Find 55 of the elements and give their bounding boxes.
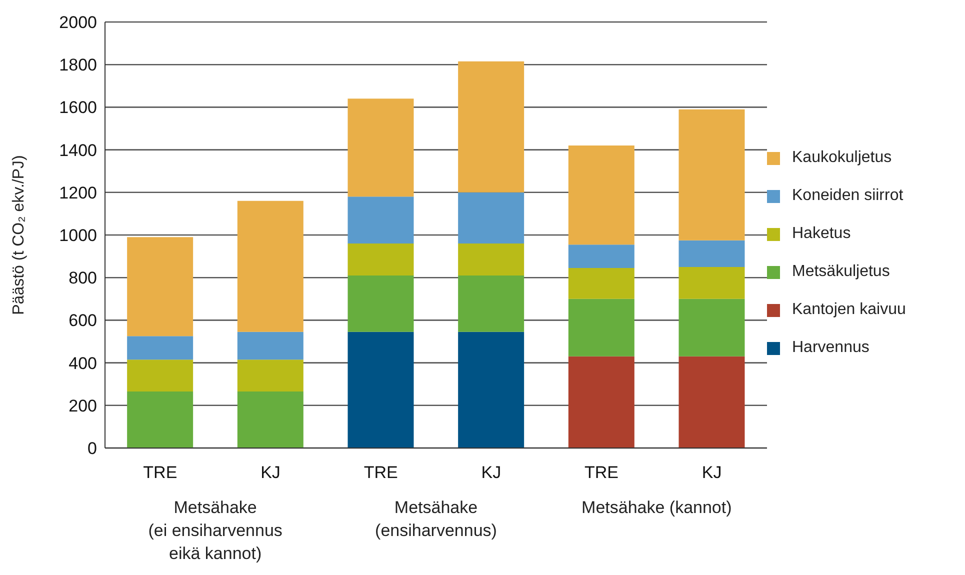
bar xyxy=(237,360,304,392)
bar xyxy=(678,356,745,448)
y-tick-label: 1000 xyxy=(59,226,97,246)
bar xyxy=(568,356,634,448)
x-tick-label: TRE xyxy=(364,463,398,482)
x-tick-label: KJ xyxy=(481,463,502,482)
bar xyxy=(458,244,524,276)
bar xyxy=(458,61,524,192)
group-label: Metsähake (kannot) xyxy=(580,497,733,519)
bar xyxy=(678,298,745,356)
bar xyxy=(348,332,414,448)
bar xyxy=(348,98,414,197)
bar xyxy=(678,266,745,299)
bar xyxy=(237,200,304,332)
x-tick-label: KJ xyxy=(260,463,280,482)
bar xyxy=(568,268,634,299)
legend-label: Haketus xyxy=(792,225,851,243)
bar xyxy=(458,275,524,332)
bar xyxy=(678,240,745,267)
legend-label: Koneiden siirrot xyxy=(792,187,904,205)
y-tick-label: 1600 xyxy=(59,98,97,118)
bar xyxy=(127,237,194,336)
y-tick-label: 2000 xyxy=(59,13,97,32)
legend-label: Metsäkuljetus xyxy=(792,263,890,281)
y-tick-label: 1400 xyxy=(59,140,97,160)
group-label: Metsähake (ensiharvennus) xyxy=(374,497,498,542)
x-tick-label: TRE xyxy=(584,463,618,482)
bar xyxy=(568,244,634,268)
legend-label: Kaukokuljetus xyxy=(792,149,892,167)
y-tick-label: 0 xyxy=(88,439,97,458)
y-tick-label: 1800 xyxy=(59,56,97,75)
bar xyxy=(348,196,414,244)
bar xyxy=(458,192,524,244)
bar xyxy=(568,298,634,356)
group-label: Metsähake (ei ensiharvennus eikä kannot) xyxy=(147,497,284,565)
y-tick-label: 800 xyxy=(68,268,97,288)
bar xyxy=(678,109,745,240)
bar xyxy=(127,360,194,392)
bar xyxy=(127,336,194,360)
y-tick-label: 1200 xyxy=(59,183,97,202)
y-axis-title: Päästö (t CO₂ ekv./PJ) xyxy=(10,155,28,315)
bar xyxy=(237,332,304,360)
bar xyxy=(237,392,304,448)
legend-label: Harvennus xyxy=(792,339,870,357)
y-tick-label: 600 xyxy=(68,311,97,330)
y-tick-label: 200 xyxy=(68,396,97,416)
bar xyxy=(348,275,414,332)
legend-label: Kantojen kaivuu xyxy=(792,301,906,319)
bar xyxy=(348,244,414,276)
y-tick-label: 400 xyxy=(68,354,97,373)
x-tick-label: TRE xyxy=(143,463,178,482)
bar xyxy=(127,392,194,448)
bar xyxy=(458,332,524,448)
x-tick-label: KJ xyxy=(702,463,722,482)
bar xyxy=(568,146,634,245)
